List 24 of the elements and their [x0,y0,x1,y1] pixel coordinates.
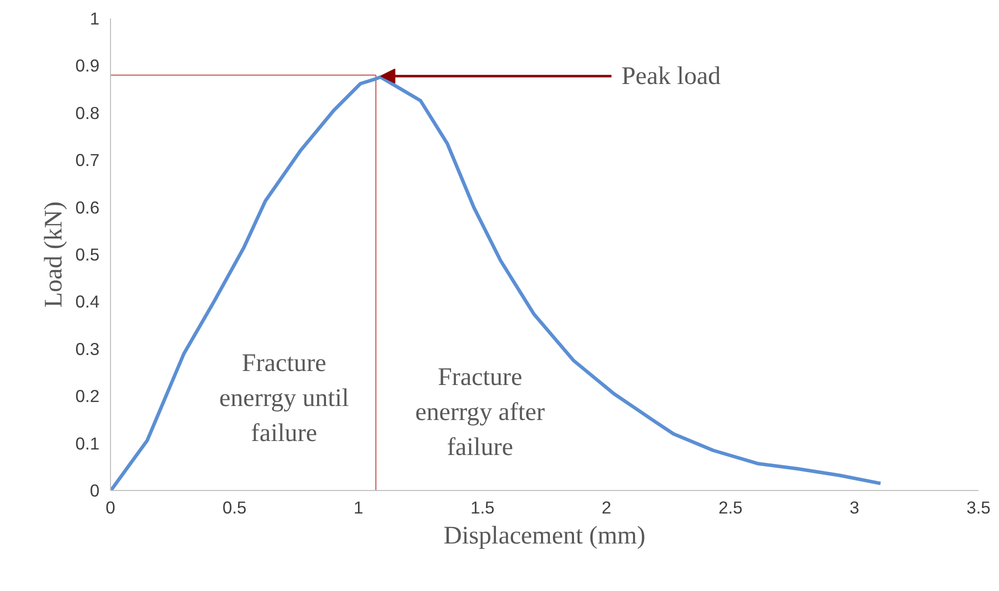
y-tick-label: 1 [90,8,100,28]
y-tick-label: 0.7 [75,150,100,170]
x-tick-label: 3 [850,498,860,518]
x-tick-label: 1.5 [470,498,495,518]
y-tick-label: 0.8 [75,102,100,123]
x-tick-label: 3.5 [966,498,991,518]
x-tick-label: 0 [106,498,116,518]
y-tick-label: 0.9 [75,56,100,76]
annotation: Fracture enerrgy until failure [219,348,349,447]
y-tick-label: 0.5 [75,244,100,264]
y-tick-label: 0.1 [75,433,100,454]
annotation: Peak load [621,62,721,90]
y-tick-label: 0.6 [75,197,100,218]
x-tick-label: 2 [602,498,612,518]
x-tick-label: 1 [354,498,364,518]
y-tick-label: 0.4 [75,292,100,312]
y-tick-label: 0 [90,480,100,500]
y-tick-label: 0.3 [75,338,100,359]
y-axis-title: Load (kN) [39,201,68,308]
annotation: Fracture enerrgy after failure [415,363,546,462]
x-tick-label: 2.5 [718,498,743,518]
y-tick-label: 0.2 [75,386,100,406]
x-tick-label: 0.5 [222,498,247,518]
x-axis-title: Displacement (mm) [444,522,646,550]
